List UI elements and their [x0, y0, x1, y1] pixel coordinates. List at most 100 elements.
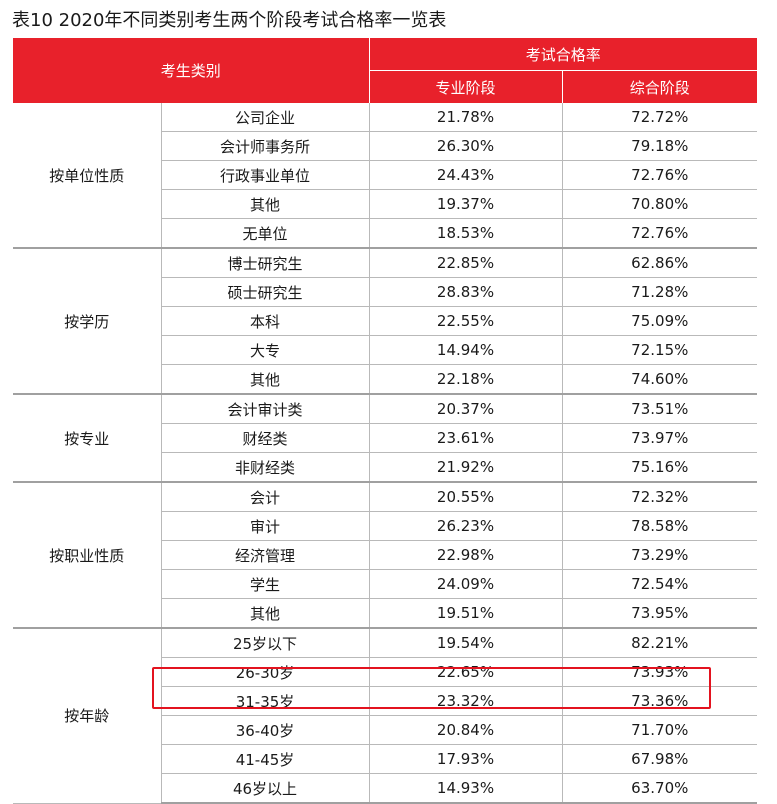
row-label: 审计 — [160, 511, 370, 541]
stage1-value: 20.37% — [368, 393, 563, 424]
stage2-value: 78.58% — [561, 511, 758, 541]
row-label: 31-35岁 — [160, 686, 370, 716]
stage1-value: 18.53% — [368, 218, 563, 249]
stage1-value: 19.37% — [368, 189, 563, 219]
table-row: 经济管理 22.98% 73.29% — [13, 540, 758, 570]
stage2-value: 67.98% — [561, 744, 758, 774]
stage2-value: 73.51% — [561, 393, 758, 424]
row-label: 行政事业单位 — [160, 160, 370, 190]
header-pass-rate: 考试合格率 — [368, 38, 758, 71]
row-label: 经济管理 — [160, 540, 370, 570]
stage1-value: 24.09% — [368, 569, 563, 599]
table-row: 41-45岁 17.93% 67.98% — [13, 744, 758, 774]
stage2-value: 75.09% — [561, 306, 758, 336]
row-label: 本科 — [160, 306, 370, 336]
stage2-value: 72.76% — [561, 218, 758, 249]
stage1-value: 23.61% — [368, 423, 563, 453]
table-row: 行政事业单位 24.43% 72.76% — [13, 160, 758, 190]
stage1-value: 20.55% — [368, 481, 563, 512]
group-label: 按学历 — [13, 247, 161, 395]
table-row: 按学历 博士研究生 22.85% 62.86% — [13, 247, 758, 395]
table-row: 其他 22.18% 74.60% — [13, 364, 758, 395]
stage1-value: 20.84% — [368, 715, 563, 745]
stage2-value: 72.32% — [561, 481, 758, 512]
stage1-value: 22.18% — [368, 364, 563, 395]
table-row: 按年龄 25岁以下 19.54% 82.21% — [13, 627, 758, 804]
table-row: 非财经类 21.92% 75.16% — [13, 452, 758, 483]
group-label: 按单位性质 — [13, 103, 161, 249]
row-label: 36-40岁 — [160, 715, 370, 745]
table-title: 表10 2020年不同类别考生两个阶段考试合格率一览表 — [12, 10, 447, 31]
stage1-value: 21.78% — [368, 103, 563, 132]
table-row: 31-35岁 23.32% 73.36% — [13, 686, 758, 716]
header-stage1: 专业阶段 — [368, 70, 563, 103]
stage2-value: 72.72% — [561, 103, 758, 132]
stage2-value: 73.97% — [561, 423, 758, 453]
table-row: 其他 19.51% 73.95% — [13, 598, 758, 629]
group-label: 按专业 — [13, 393, 161, 483]
stage1-value: 26.23% — [368, 511, 563, 541]
table-row: 本科 22.55% 75.09% — [13, 306, 758, 336]
header-category: 考生类别 — [13, 38, 370, 103]
stage2-value: 82.21% — [561, 627, 758, 658]
row-label: 博士研究生 — [160, 247, 370, 278]
row-label: 46岁以上 — [160, 773, 370, 804]
stage1-value: 17.93% — [368, 744, 563, 774]
row-label: 会计师事务所 — [160, 131, 370, 161]
stage2-value: 72.76% — [561, 160, 758, 190]
stage1-value: 19.54% — [368, 627, 563, 658]
stage1-value: 24.43% — [368, 160, 563, 190]
stage2-value: 74.60% — [561, 364, 758, 395]
row-label: 会计审计类 — [160, 393, 370, 424]
row-label: 其他 — [160, 598, 370, 629]
stage2-value: 75.16% — [561, 452, 758, 483]
stage2-value: 73.36% — [561, 686, 758, 716]
table-row: 大专 14.94% 72.15% — [13, 335, 758, 365]
row-label: 非财经类 — [160, 452, 370, 483]
table-row: 按单位性质 公司企业 21.78% 72.72% — [13, 103, 758, 249]
table-body: 按单位性质 公司企业 21.78% 72.72% 会计师事务所 26.30% 79.18% 行… — [13, 103, 758, 804]
row-label: 无单位 — [160, 218, 370, 249]
stage1-value: 14.94% — [368, 335, 563, 365]
row-label: 41-45岁 — [160, 744, 370, 774]
table-row: 财经类 23.61% 73.97% — [13, 423, 758, 453]
stage1-value: 28.83% — [368, 277, 563, 307]
header-stage2: 综合阶段 — [561, 70, 758, 103]
table-row: 硕士研究生 28.83% 71.28% — [13, 277, 758, 307]
stage2-value: 71.70% — [561, 715, 758, 745]
row-label: 大专 — [160, 335, 370, 365]
group-label: 按年龄 — [13, 627, 161, 804]
pass-rate-table: 考生类别 考试合格率 专业阶段 综合阶段 按单位性质 公司企业 21.78% 72.7… — [13, 38, 758, 804]
table-row: 学生 24.09% 72.54% — [13, 569, 758, 599]
row-label: 财经类 — [160, 423, 370, 453]
stage2-value: 62.86% — [561, 247, 758, 278]
row-label: 硕士研究生 — [160, 277, 370, 307]
stage2-value: 79.18% — [561, 131, 758, 161]
row-label: 学生 — [160, 569, 370, 599]
group-label: 按职业性质 — [13, 481, 161, 629]
stage2-value: 73.29% — [561, 540, 758, 570]
table-row: 其他 19.37% 70.80% — [13, 189, 758, 219]
row-label: 25岁以下 — [160, 627, 370, 658]
stage1-value: 22.85% — [368, 247, 563, 278]
stage2-value: 70.80% — [561, 189, 758, 219]
stage2-value: 72.54% — [561, 569, 758, 599]
stage1-value: 23.32% — [368, 686, 563, 716]
stage2-value: 63.70% — [561, 773, 758, 804]
stage1-value: 22.98% — [368, 540, 563, 570]
row-label: 会计 — [160, 481, 370, 512]
stage2-value: 71.28% — [561, 277, 758, 307]
row-label: 公司企业 — [160, 103, 370, 132]
table-row: 会计师事务所 26.30% 79.18% — [13, 131, 758, 161]
stage2-value: 72.15% — [561, 335, 758, 365]
stage1-value: 26.30% — [368, 131, 563, 161]
table-row: 按职业性质 会计 20.55% 72.32% — [13, 481, 758, 629]
row-label: 其他 — [160, 189, 370, 219]
row-label: 其他 — [160, 364, 370, 395]
table-row: 审计 26.23% 78.58% — [13, 511, 758, 541]
stage1-value: 14.93% — [368, 773, 563, 804]
stage1-value: 19.51% — [368, 598, 563, 629]
table-row: 按专业 会计审计类 20.37% 73.51% — [13, 393, 758, 483]
table-row: 无单位 18.53% 72.76% — [13, 218, 758, 249]
highlight-box — [152, 667, 711, 709]
